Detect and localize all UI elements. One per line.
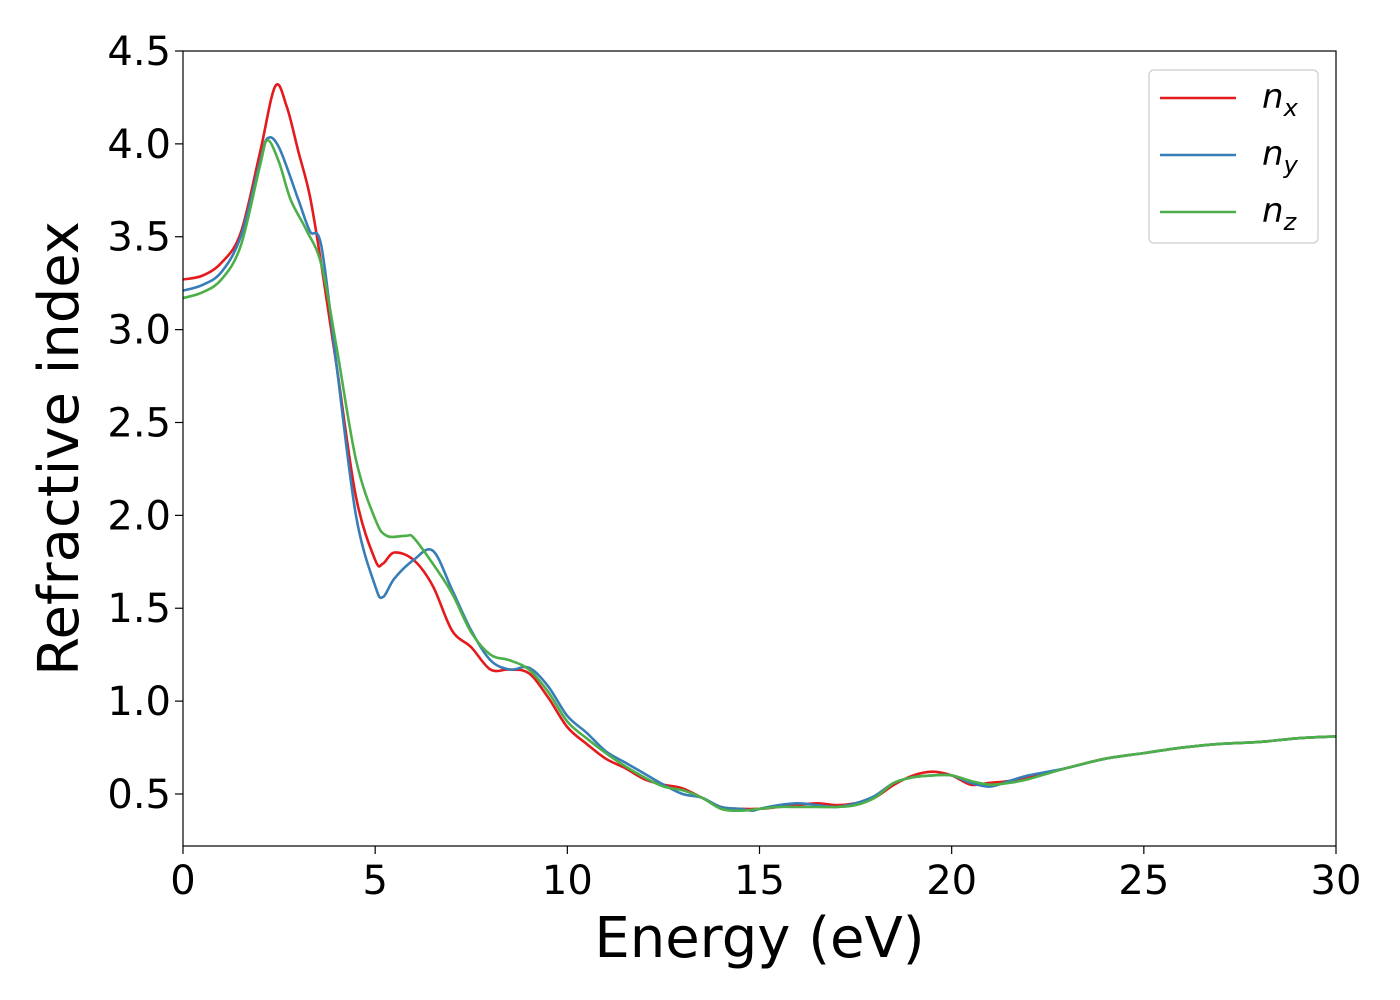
y-axis-title: Refractive index (27, 221, 92, 676)
y-tick-label: 2.0 (107, 493, 171, 539)
y-tick-label: 4.0 (107, 122, 171, 168)
x-tick-label: 20 (926, 858, 977, 904)
y-tick-label: 3.5 (107, 215, 171, 261)
y-tick-label: 4.5 (107, 29, 171, 75)
x-axis: 0 5 10 15 20 25 30 (170, 846, 1361, 904)
series-line-z (183, 138, 1336, 813)
y-tick-label: 3.0 (107, 308, 171, 354)
y-tick-label: 1.5 (107, 586, 171, 632)
legend-label-y: ny (1262, 134, 1299, 179)
legend-box (1148, 69, 1319, 244)
y-tick-label: 0.5 (107, 772, 171, 818)
legend-label-z: nz (1262, 191, 1298, 236)
y-tick-label: 2.5 (107, 400, 171, 446)
x-axis-title: Energy (eV) (594, 906, 924, 971)
legend: nx ny nz (1148, 69, 1319, 244)
x-tick-label: 5 (362, 858, 387, 904)
legend-label-x: nx (1262, 77, 1299, 122)
y-tick-label: 1.0 (107, 679, 171, 725)
x-tick-label: 15 (734, 858, 785, 904)
y-axis: 0.5 1.0 1.5 2.0 2.5 3.0 3.5 4.0 4.5 (107, 29, 183, 818)
plot-area (183, 83, 1336, 813)
x-tick-label: 25 (1118, 858, 1169, 904)
x-tick-label: 30 (1311, 858, 1362, 904)
x-tick-label: 10 (542, 858, 593, 904)
x-tick-label: 0 (170, 858, 195, 904)
